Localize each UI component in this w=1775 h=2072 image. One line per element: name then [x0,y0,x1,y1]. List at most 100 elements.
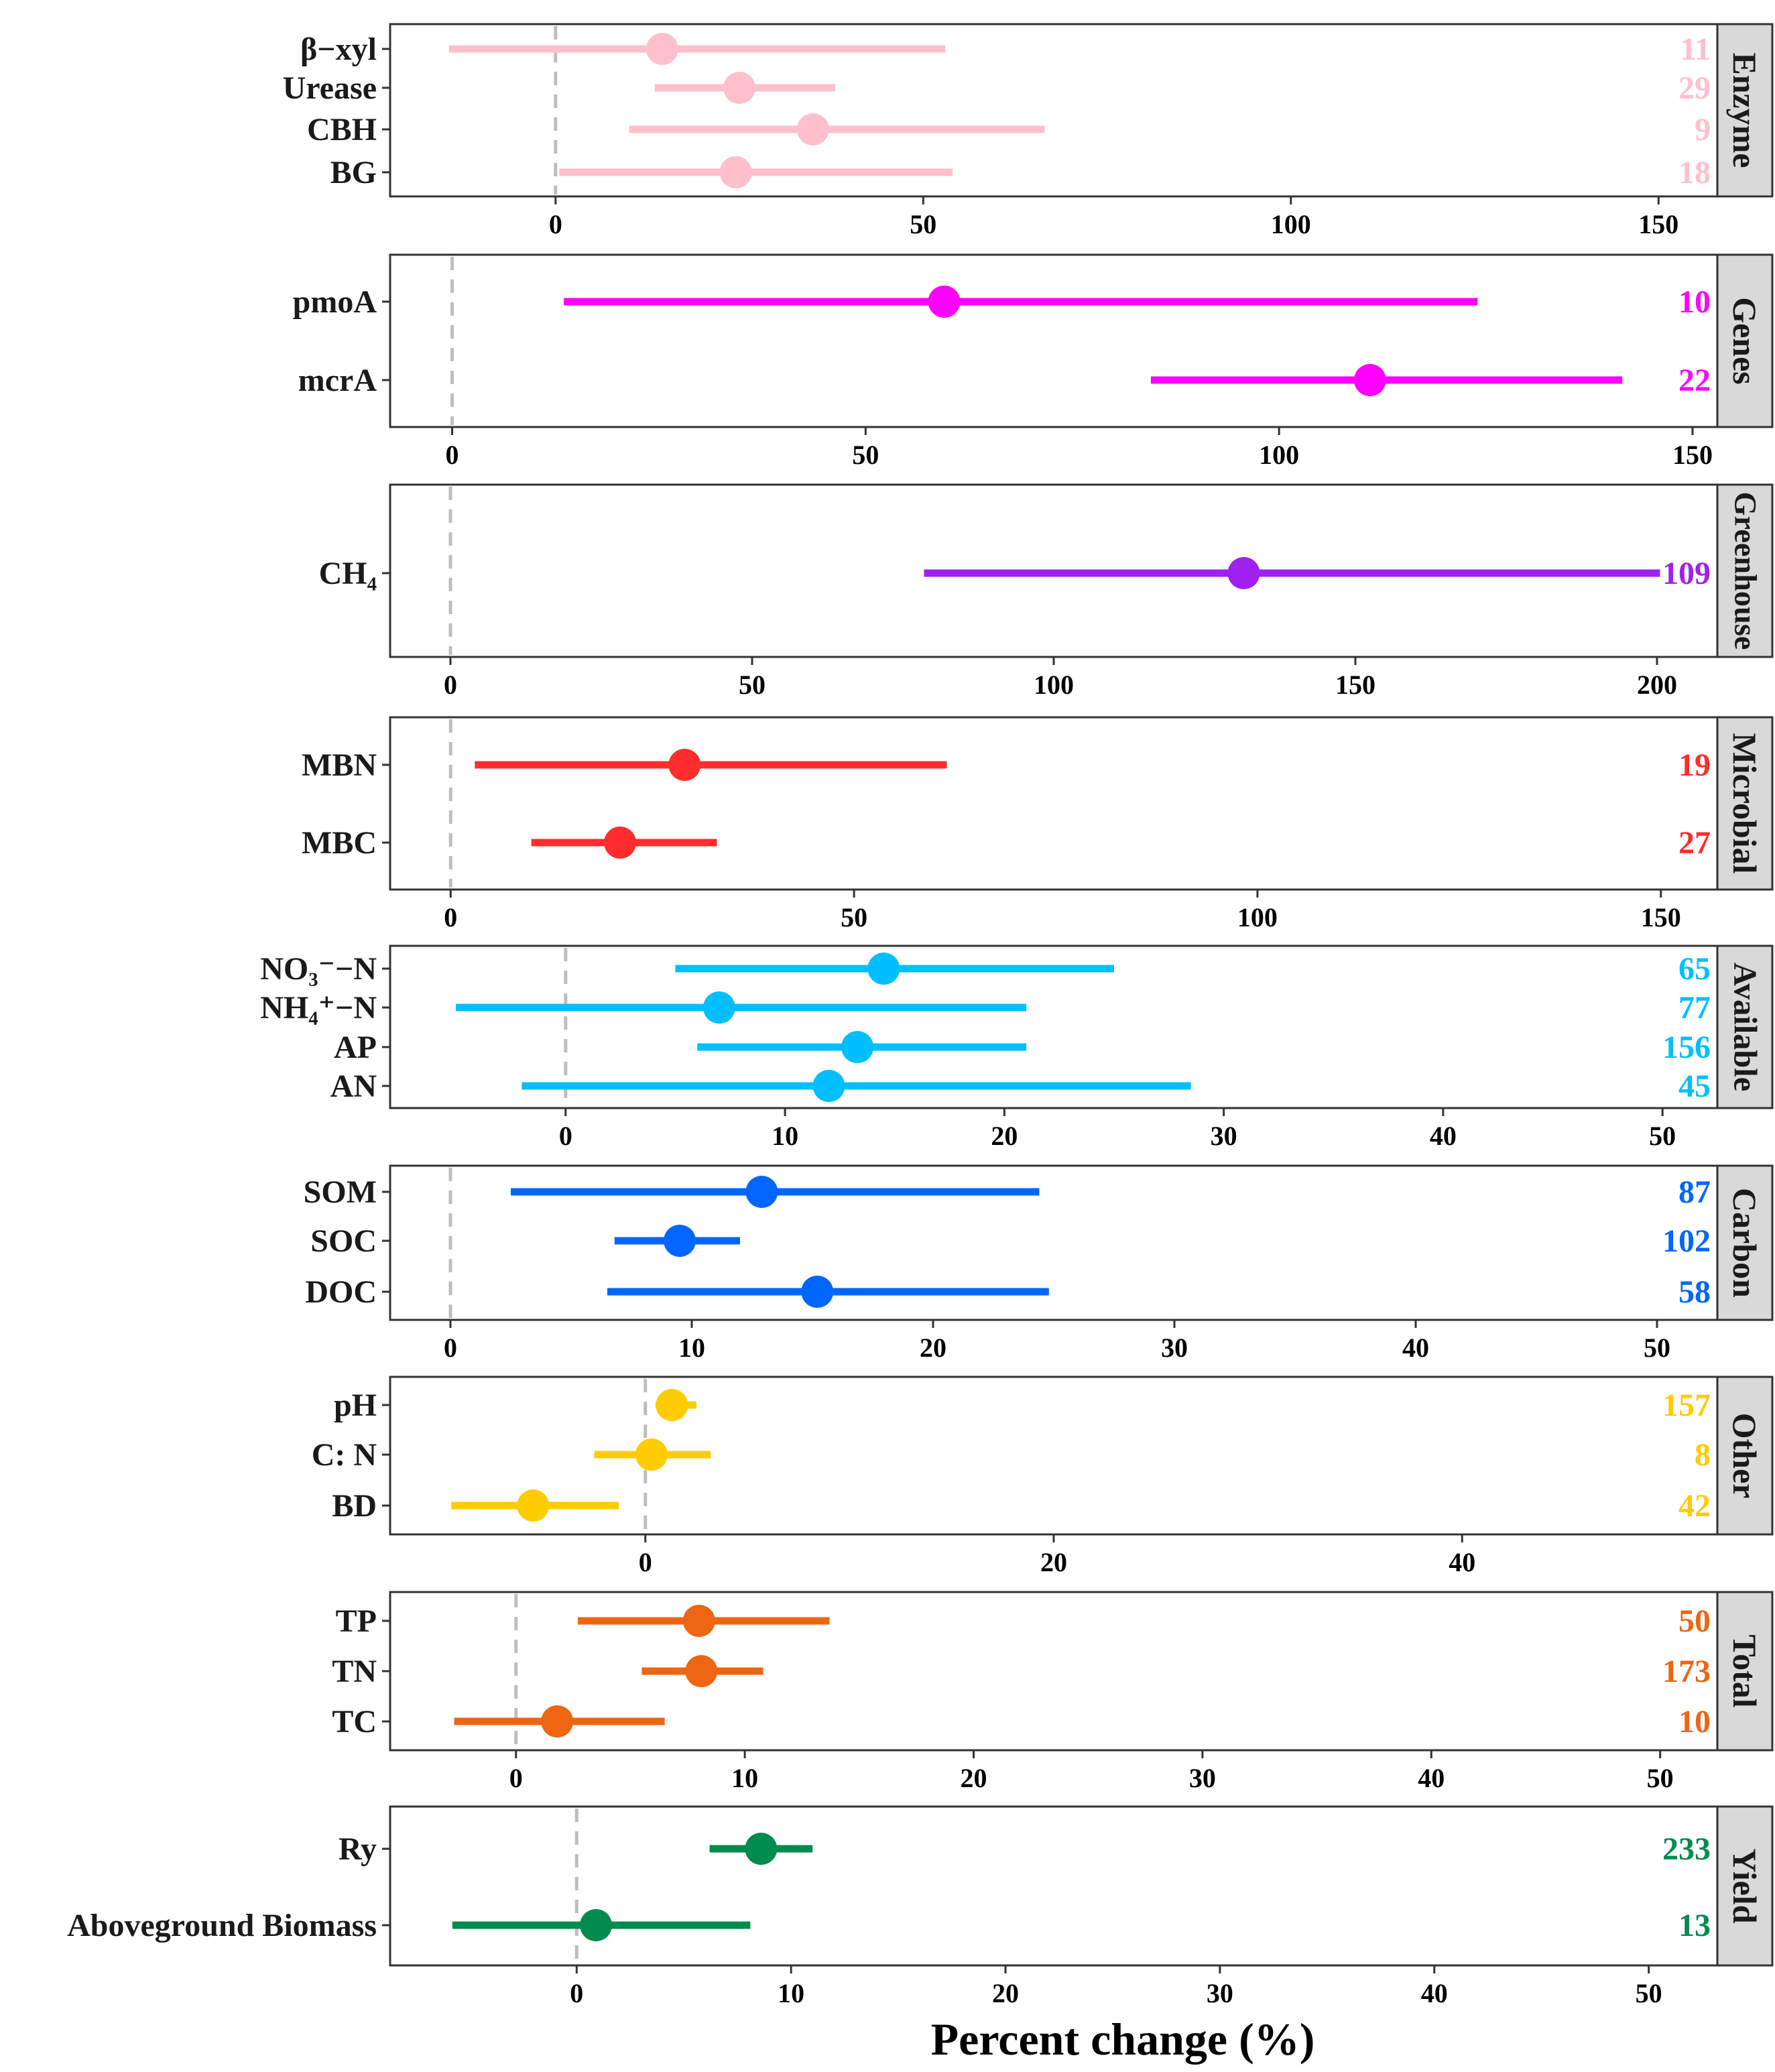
facet-total: Total 0 10 20 30 40 50 TP 50 TN 173 TC 10 [332,1591,1774,1793]
row-label: Urease [283,70,377,106]
x-tick-label: 50 [739,670,766,700]
facet-microbial: Microbial 0 50 100 150 MBN 19 MBC 27 [302,716,1774,932]
panel-frame [389,1376,1719,1536]
x-tick-label: 0 [444,1333,457,1363]
row-label: DOC [305,1274,377,1310]
x-tick-label: 0 [570,1978,583,2008]
x-tick-label: 20 [1040,1547,1067,1577]
x-tick-label: 50 [841,902,867,932]
x-tick-label: 50 [1647,1763,1674,1793]
facet-strip-label: Greenhouse [1728,492,1762,650]
x-tick-label: 20 [961,1763,987,1793]
x-tick-label: 10 [778,1978,804,2008]
facet-strip [1716,1805,1774,1967]
mean-point [1227,557,1260,589]
mean-point [517,1489,550,1522]
sample-size-label: 29 [1678,70,1711,106]
facet-strip-label: Enzyme [1726,52,1764,168]
mean-point [928,286,961,318]
x-tick-label: 50 [1644,1333,1670,1363]
facet-strip-label: Total [1726,1634,1764,1707]
row-label: C: N [312,1437,377,1473]
sample-size-label: 45 [1678,1069,1711,1104]
facet-strip-label: Available [1727,963,1763,1091]
facet-carbon: Carbon 0 10 20 30 40 50 SOM 87 SOC 102 DOC 58 [304,1164,1774,1363]
x-tick-label: 40 [1449,1547,1475,1577]
facet-strip [1716,1164,1774,1321]
panel-frame [389,1591,1719,1752]
x-tick-label: 20 [920,1333,946,1363]
mean-point [812,1070,845,1102]
mean-point [745,1833,778,1865]
row-label: SOC [310,1223,377,1259]
sample-size-label: 18 [1678,155,1711,190]
facet-strip-label: Carbon [1726,1188,1764,1298]
mean-point [685,1655,718,1687]
mean-point [796,113,829,145]
sample-size-label: 10 [1678,284,1711,320]
sample-size-label: 9 [1695,112,1711,147]
row-label: NH₄⁺−N [260,990,377,1026]
sample-size-label: 102 [1662,1223,1711,1259]
x-tick-label: 20 [992,1978,1019,2008]
row-label: pH [334,1388,377,1423]
x-tick-label: 0 [444,670,457,700]
mean-point [646,33,678,65]
x-tick-label: 150 [1641,902,1681,932]
x-tick-label: 150 [1335,670,1375,700]
row-label: NO₃⁻−N [260,951,377,987]
x-tick-label: 200 [1637,670,1677,700]
facet-strip [1716,483,1774,658]
x-tick-label: 30 [1161,1333,1188,1363]
row-label: SOM [304,1174,377,1210]
mean-point [541,1705,574,1738]
mean-point [723,72,756,104]
row-label: MBN [302,747,377,783]
x-tick-label: 50 [1649,1121,1676,1151]
mean-point [719,156,752,188]
x-tick-label: 40 [1402,1333,1429,1363]
facet-greenhouse: Greenhouse 0 50 100 150 200 CH₄ 109 [319,483,1774,700]
sample-size-label: 19 [1678,747,1711,783]
panel-frame [389,716,1719,891]
sample-size-label: 77 [1678,990,1711,1026]
row-label: CBH [307,112,377,147]
mean-point [745,1176,778,1208]
sample-size-label: 22 [1678,363,1711,398]
x-tick-label: 0 [639,1547,652,1577]
panel-frame [389,253,1719,428]
sample-size-label: 13 [1678,1908,1711,1943]
facet-strip-label: Yield [1726,1848,1764,1923]
facet-strip-label: Other [1726,1413,1764,1499]
x-tick-label: 40 [1421,1978,1448,2008]
facet-yield: Yield 0 10 20 30 40 50 Ry 233 Aboveground Biomass… [67,1805,1774,2008]
mean-point [604,827,637,859]
sample-size-label: 27 [1678,825,1711,861]
sample-size-label: 87 [1678,1174,1711,1210]
mean-point [867,953,900,985]
facet-strip-label: Genes [1726,297,1764,385]
x-tick-label: 30 [1189,1763,1216,1793]
x-tick-label: 50 [1636,1978,1662,2008]
mean-point [656,1389,688,1421]
sample-size-label: 173 [1662,1654,1711,1689]
facet-strip-label: Microbial [1726,733,1764,873]
x-tick-label: 50 [910,209,936,239]
x-tick-label: 0 [446,440,459,470]
row-label: pmoA [293,284,377,320]
sample-size-label: 10 [1678,1704,1711,1740]
sample-size-label: 157 [1662,1388,1711,1423]
row-label: BG [330,155,377,190]
sample-size-label: 156 [1662,1030,1711,1065]
row-label: CH₄ [319,556,377,591]
panel-frame [389,1805,1719,1967]
mean-point [841,1031,874,1063]
row-label: MBC [302,825,377,861]
x-tick-label: 0 [509,1763,523,1793]
row-label: β−xyl [300,32,377,67]
row-label: AN [330,1069,377,1104]
facet-other: Other 0 20 40 pH 157 C: N 8 BD 42 [312,1376,1774,1577]
x-tick-label: 10 [678,1333,705,1363]
